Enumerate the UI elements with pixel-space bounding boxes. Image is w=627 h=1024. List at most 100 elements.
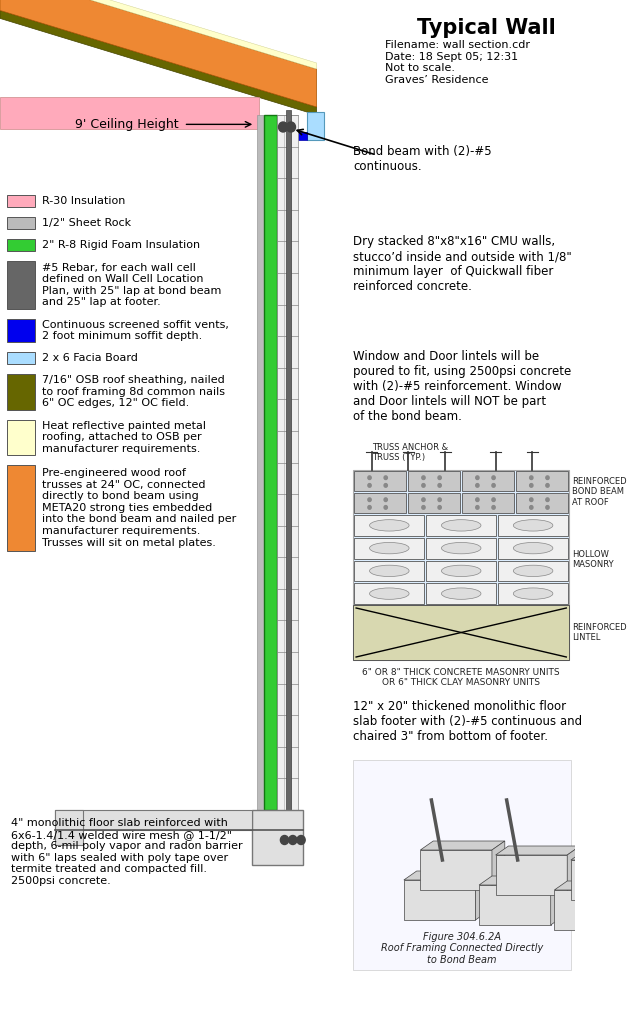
Polygon shape [307,113,324,140]
Circle shape [492,476,495,479]
Polygon shape [498,560,568,582]
Ellipse shape [514,520,553,531]
Text: REINFORCED
LINTEL: REINFORCED LINTEL [572,623,626,642]
Polygon shape [495,855,567,895]
Text: Figure 304.6.2A
Roof Framing Connected Directly
to Bond Beam: Figure 304.6.2A Roof Framing Connected D… [381,932,543,965]
Text: Typical Wall: Typical Wall [417,18,556,38]
Ellipse shape [514,588,553,599]
Circle shape [476,483,479,487]
Polygon shape [492,841,505,890]
Polygon shape [253,810,303,865]
Polygon shape [354,470,569,660]
Text: 2 x 6 Facia Board: 2 x 6 Facia Board [42,353,138,362]
Polygon shape [354,760,571,970]
Polygon shape [462,471,514,490]
Polygon shape [551,876,564,925]
Circle shape [384,506,387,509]
Polygon shape [498,584,568,604]
Circle shape [546,506,549,509]
Polygon shape [354,584,424,604]
Circle shape [422,483,425,487]
Circle shape [297,836,305,845]
Polygon shape [571,851,627,860]
Ellipse shape [441,588,481,599]
Circle shape [476,476,479,479]
Text: 4" monolithic floor slab reinforced with
6x6-1.4/1.4 welded wire mesh @ 1-1/2"
d: 4" monolithic floor slab reinforced with… [11,818,243,886]
Polygon shape [354,538,424,558]
Circle shape [530,506,533,509]
Ellipse shape [441,520,481,531]
Polygon shape [404,880,475,920]
Circle shape [384,476,387,479]
Polygon shape [8,239,35,251]
Polygon shape [516,493,568,513]
Text: 9' Ceiling Height: 9' Ceiling Height [75,118,179,131]
Polygon shape [0,0,317,106]
Ellipse shape [369,543,409,554]
Polygon shape [257,115,265,810]
Circle shape [278,122,288,132]
Polygon shape [495,846,580,855]
Polygon shape [498,515,568,536]
Polygon shape [479,885,551,925]
Polygon shape [354,493,406,513]
Circle shape [368,483,371,487]
Circle shape [287,122,295,132]
Polygon shape [354,515,424,536]
Polygon shape [426,515,496,536]
Polygon shape [354,605,569,660]
Circle shape [438,506,441,509]
Polygon shape [0,10,317,115]
Polygon shape [420,850,492,890]
Circle shape [492,498,495,502]
Text: TRUSS ANCHOR &
TRUSS (TYP.): TRUSS ANCHOR & TRUSS (TYP.) [372,442,448,462]
Circle shape [368,506,371,509]
Circle shape [546,476,549,479]
Ellipse shape [369,520,409,531]
Text: Filename: wall section.cdr
Date: 18 Sept 05; 12:31
Not to scale.
Graves’ Residen: Filename: wall section.cdr Date: 18 Sept… [386,40,530,85]
Circle shape [530,483,533,487]
Circle shape [492,483,495,487]
Circle shape [492,506,495,509]
Polygon shape [426,538,496,558]
Text: 6" OR 8" THICK CONCRETE MASONRY UNITS
OR 6" THICK CLAY MASONRY UNITS: 6" OR 8" THICK CONCRETE MASONRY UNITS OR… [362,668,560,687]
Circle shape [422,498,425,502]
Text: Continuous screened soffit vents,
2 foot minimum soffit depth.: Continuous screened soffit vents, 2 foot… [42,319,229,341]
Text: 7/16" OSB roof sheathing, nailed
to roof framing 8d common nails
6" OC edges, 12: 7/16" OSB roof sheathing, nailed to roof… [42,375,225,409]
Polygon shape [298,132,307,140]
Polygon shape [8,352,35,364]
Polygon shape [265,115,277,810]
Text: 2" R-8 Rigid Foam Insulation: 2" R-8 Rigid Foam Insulation [42,240,201,250]
Polygon shape [571,860,627,900]
Text: Bond beam with (2)-#5
continuous.: Bond beam with (2)-#5 continuous. [354,145,492,173]
Circle shape [368,498,371,502]
Circle shape [384,498,387,502]
Polygon shape [498,538,568,558]
Polygon shape [8,374,35,410]
Polygon shape [0,97,259,129]
Circle shape [422,506,425,509]
Polygon shape [8,195,35,207]
Ellipse shape [369,588,409,599]
Polygon shape [554,881,627,890]
Text: Heat reflective painted metal
roofing, attached to OSB per
manufacturer requirem: Heat reflective painted metal roofing, a… [42,421,206,454]
Polygon shape [0,0,317,69]
Ellipse shape [369,565,409,577]
Polygon shape [8,420,35,455]
Polygon shape [408,493,460,513]
Circle shape [280,836,288,845]
Polygon shape [55,810,83,845]
Text: 1/2" Sheet Rock: 1/2" Sheet Rock [42,218,131,228]
Text: REINFORCED
BOND BEAM
AT ROOF: REINFORCED BOND BEAM AT ROOF [572,477,626,507]
Polygon shape [277,115,298,810]
Polygon shape [462,493,514,513]
Text: Window and Door lintels will be
poured to fit, using 2500psi concrete
with (2)-#: Window and Door lintels will be poured t… [354,350,572,423]
Polygon shape [8,465,35,551]
Circle shape [384,483,387,487]
Circle shape [368,476,371,479]
Text: R-30 Insulation: R-30 Insulation [42,196,125,206]
Ellipse shape [514,565,553,577]
Polygon shape [426,560,496,582]
Polygon shape [626,881,627,930]
Circle shape [546,498,549,502]
